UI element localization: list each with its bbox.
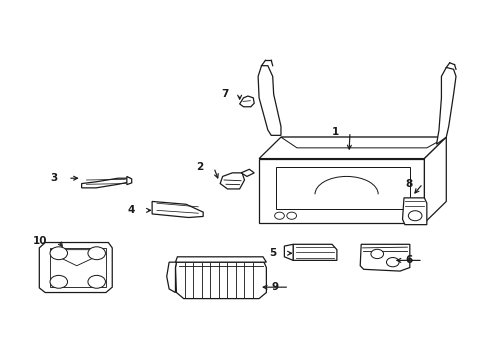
Text: 7: 7	[221, 89, 228, 99]
Text: 6: 6	[404, 255, 411, 265]
Circle shape	[88, 247, 105, 260]
Polygon shape	[284, 244, 292, 260]
Text: 8: 8	[404, 179, 411, 189]
Polygon shape	[175, 257, 266, 262]
Polygon shape	[258, 66, 281, 135]
Polygon shape	[436, 67, 455, 144]
Polygon shape	[51, 249, 103, 266]
Circle shape	[88, 275, 105, 288]
Circle shape	[286, 212, 296, 219]
Circle shape	[386, 257, 398, 267]
Polygon shape	[292, 244, 336, 260]
Circle shape	[407, 211, 421, 221]
Polygon shape	[276, 167, 409, 208]
Polygon shape	[360, 244, 409, 271]
Polygon shape	[152, 202, 203, 217]
Circle shape	[370, 249, 383, 258]
Polygon shape	[81, 178, 130, 188]
Text: 10: 10	[33, 236, 47, 246]
Polygon shape	[50, 248, 106, 287]
Text: 5: 5	[268, 248, 276, 258]
Circle shape	[50, 247, 67, 260]
Text: 1: 1	[331, 127, 339, 137]
Text: 9: 9	[271, 282, 278, 292]
Circle shape	[274, 212, 284, 219]
Polygon shape	[281, 137, 446, 148]
Text: 2: 2	[196, 162, 203, 172]
Polygon shape	[241, 169, 254, 176]
Polygon shape	[239, 96, 254, 107]
Polygon shape	[175, 262, 266, 298]
Polygon shape	[39, 243, 112, 293]
Polygon shape	[402, 198, 426, 225]
Text: 4: 4	[127, 205, 135, 215]
Text: 3: 3	[50, 173, 57, 183]
Polygon shape	[424, 137, 446, 223]
Circle shape	[50, 275, 67, 288]
Polygon shape	[259, 137, 446, 158]
Polygon shape	[126, 176, 131, 185]
Polygon shape	[166, 262, 176, 293]
Polygon shape	[220, 173, 244, 189]
Polygon shape	[259, 158, 424, 223]
